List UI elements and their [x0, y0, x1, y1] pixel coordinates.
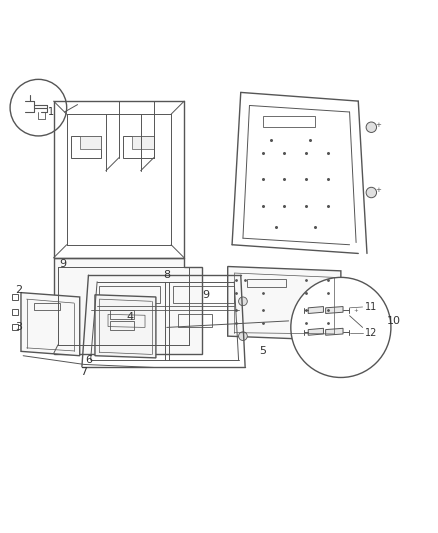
Circle shape	[366, 187, 377, 198]
Text: 11: 11	[365, 302, 377, 312]
Bar	[262, 116, 315, 127]
Circle shape	[239, 297, 247, 305]
Bar	[71, 136, 102, 158]
Text: 7: 7	[81, 367, 88, 377]
Bar	[80, 136, 102, 149]
Text: 10: 10	[387, 316, 401, 326]
Text: 1: 1	[48, 107, 54, 117]
Polygon shape	[53, 258, 201, 353]
Text: +: +	[375, 187, 381, 193]
Bar	[178, 314, 212, 327]
Bar	[247, 279, 286, 287]
Text: 12: 12	[365, 328, 377, 337]
Text: 9: 9	[59, 260, 66, 269]
Circle shape	[366, 122, 377, 133]
Bar	[123, 136, 154, 158]
Text: 8: 8	[163, 270, 170, 280]
Bar	[99, 286, 160, 303]
Polygon shape	[228, 266, 341, 341]
Bar	[173, 286, 234, 303]
Bar	[110, 310, 134, 319]
Text: 3: 3	[15, 322, 22, 333]
Bar	[34, 303, 60, 310]
Text: 9: 9	[202, 290, 209, 300]
Text: +: +	[353, 308, 358, 312]
Text: 6: 6	[85, 355, 92, 365]
Circle shape	[239, 332, 247, 341]
Circle shape	[291, 277, 391, 377]
Polygon shape	[325, 306, 343, 313]
Polygon shape	[308, 306, 323, 313]
Text: 2: 2	[15, 286, 22, 295]
Bar	[108, 314, 143, 327]
Polygon shape	[325, 328, 343, 335]
Text: +: +	[375, 122, 381, 128]
Circle shape	[10, 79, 67, 136]
Bar	[110, 321, 134, 329]
Text: 4: 4	[126, 312, 133, 321]
Polygon shape	[21, 293, 80, 356]
Text: 5: 5	[259, 346, 266, 357]
Bar	[132, 136, 154, 149]
Polygon shape	[308, 328, 323, 335]
Circle shape	[344, 304, 355, 316]
Polygon shape	[95, 295, 156, 358]
